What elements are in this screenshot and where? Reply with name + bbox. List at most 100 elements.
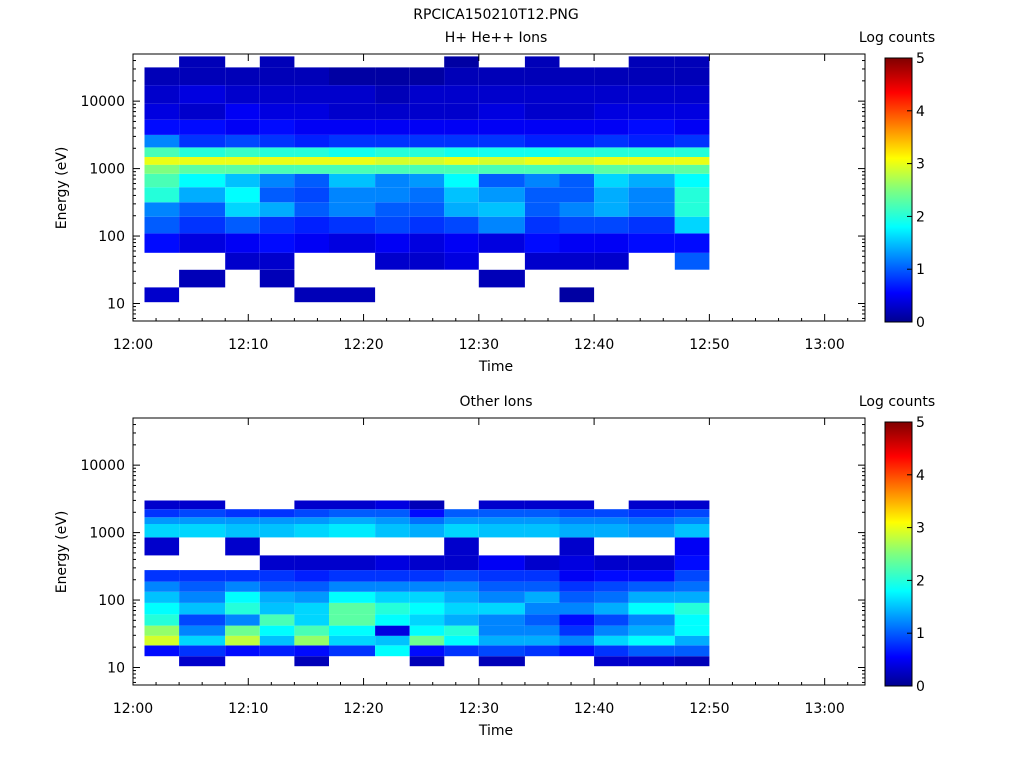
heatmap-cell [478,500,525,510]
heatmap-cell [478,591,525,603]
heatmap-cell [259,157,295,165]
heatmap-cell [478,269,525,288]
heatmap-cell [375,555,410,571]
heatmap-cell [329,164,376,174]
panel-top-axes: 12:00 12:10 12:20 12:30 12:40 12:50 13:00 10 100… [80,53,865,353]
heatmap-cell [594,216,629,234]
heatmap-cell [478,645,525,657]
heatmap-cell [444,570,479,582]
heatmap-cell [179,581,226,592]
colorbar-tick-label: 0 [916,315,925,331]
heatmap-cell [144,134,180,148]
heatmap-cell [329,147,376,157]
heatmap-cell [259,614,295,626]
heatmap-cell [524,614,560,626]
heatmap-cell [559,252,595,270]
heatmap-cell [559,591,595,603]
figure-title: RPCICA150210T12.PNG [413,7,578,23]
heatmap-cell [409,524,445,538]
heatmap-cell [144,570,180,582]
heatmap-cell [628,509,675,518]
x-tick-label: 12:20 [343,701,383,717]
heatmap-cell [179,202,226,217]
heatmap-cell [478,524,525,538]
x-tick-label: 12:10 [228,701,268,717]
heatmap-cell [524,85,560,104]
heatmap-cell [444,173,479,188]
heatmap-cell [674,625,710,636]
heatmap-cell [259,509,295,518]
heatmap-cell [144,602,180,615]
heatmap-cell [674,85,710,104]
heatmap-cell [409,635,445,646]
heatmap-cell [628,591,675,603]
heatmap-cell [524,216,560,234]
heatmap-cell [179,157,226,165]
heatmap-cell [559,287,595,303]
heatmap-cell [628,555,675,571]
heatmap-cell [559,85,595,104]
heatmap-cell [409,509,445,518]
heatmap-cell [444,103,479,120]
colorbar-tick-label: 5 [916,51,925,67]
colorbar-gradient [884,57,913,323]
heatmap-cell [179,656,226,667]
heatmap-cell [409,500,445,510]
heatmap-cell [375,635,410,646]
heatmap-cell [179,602,226,615]
heatmap-cell [329,602,376,615]
heatmap-cell [375,614,410,626]
heatmap-cell [524,645,560,657]
heatmap-cell [524,157,560,165]
heatmap-cell [628,85,675,104]
heatmap-cell [179,517,226,524]
heatmap-cell [478,233,525,253]
heatmap-cell [179,147,226,157]
heatmap-cell [524,233,560,253]
heatmap-cell [259,591,295,603]
heatmap-cell [329,233,376,253]
heatmap-cell [225,517,260,524]
heatmap-cell [628,119,675,135]
heatmap-cell [444,524,479,538]
heatmap-cell [179,85,226,104]
heatmap-cell [294,570,329,582]
heatmap-cell [478,602,525,615]
heatmap-cell [144,591,180,603]
heatmap-cell [674,614,710,626]
heatmap-cell [225,252,260,270]
heatmap-cell [144,581,180,592]
panel-top: H+ He++ Ions Log counts 12:00 12:10 12:20 1… [54,30,935,375]
heatmap-cell [444,157,479,165]
heatmap-cell [674,56,710,68]
colorbar-tick-label: 1 [916,262,925,278]
heatmap-cell [179,187,226,203]
heatmap-cell [329,202,376,217]
heatmap-cell [674,202,710,217]
heatmap-cell [329,287,376,303]
heatmap-cell [294,591,329,603]
heatmap-cell [179,500,226,510]
heatmap-cell [674,645,710,657]
heatmap-cell [628,645,675,657]
heatmap-cell [559,202,595,217]
heatmap-cell [144,103,180,120]
heatmap-cell [225,67,260,85]
heatmap-cell [444,537,479,556]
y-tick-label: 1000 [89,526,125,542]
heatmap-cell [478,216,525,234]
heatmap-cell [594,157,629,165]
heatmap-cell [559,524,595,538]
heatmap-cell [409,187,445,203]
heatmap-cell [524,103,560,120]
heatmap-cell [144,517,180,524]
heatmap-cell [674,581,710,592]
heatmap-cell [674,517,710,524]
heatmap-cell [259,173,295,188]
heatmap-cell [225,614,260,626]
heatmap-cell [144,164,180,174]
heatmap-cell [594,602,629,615]
heatmap-cell [179,645,226,657]
heatmap-cell [409,656,445,667]
heatmap-cell [559,67,595,85]
